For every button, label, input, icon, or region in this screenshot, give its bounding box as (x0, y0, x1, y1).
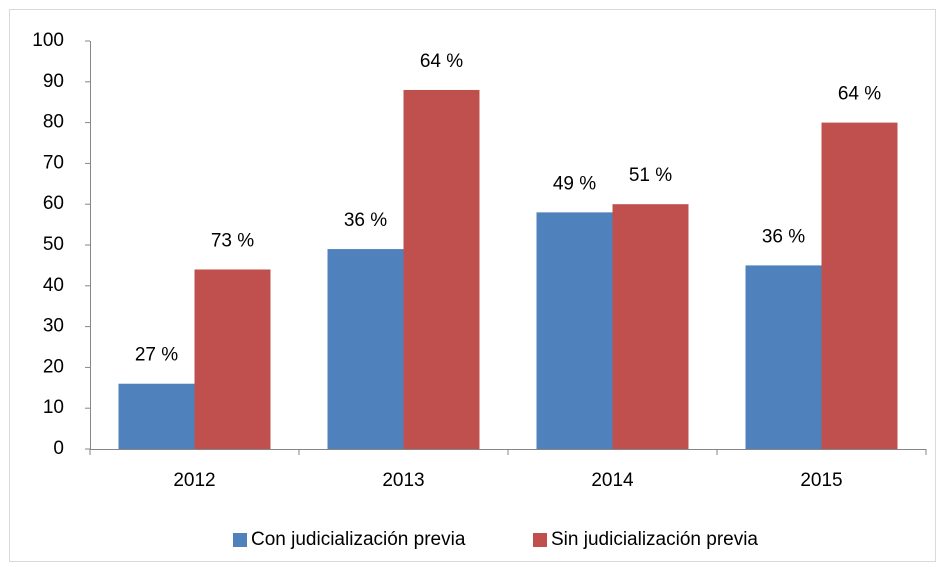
y-tick-label: 10 (43, 397, 64, 418)
bar (612, 204, 689, 449)
y-tick-label: 100 (32, 30, 64, 51)
x-tick-label: 2013 (382, 470, 424, 491)
y-tick-label: 40 (43, 275, 64, 296)
y-tick-label: 60 (43, 193, 64, 214)
bar (403, 89, 480, 450)
bar (536, 212, 613, 449)
data-label: 64 % (838, 84, 881, 105)
data-label: 36 % (762, 226, 805, 247)
bar (194, 269, 271, 449)
y-tick-label: 50 (43, 234, 64, 255)
data-label: 27 % (135, 345, 178, 366)
legend-swatch (533, 533, 547, 547)
legend-label: Con judicialización previa (251, 529, 466, 550)
y-tick-label: 20 (43, 356, 64, 377)
x-tick-label: 2012 (173, 470, 215, 491)
x-tick-label: 2014 (591, 470, 634, 491)
legend-swatch (233, 533, 247, 547)
data-label: 49 % (553, 173, 596, 194)
bar (118, 383, 195, 449)
legend-label: Sin judicialización previa (551, 529, 758, 550)
data-label: 64 % (420, 51, 463, 72)
y-tick-label: 90 (43, 71, 64, 92)
y-tick-label: 80 (43, 112, 64, 133)
x-tick-label: 2015 (800, 470, 842, 491)
data-label: 73 % (211, 230, 254, 251)
data-label: 36 % (344, 210, 387, 231)
bar (745, 265, 822, 449)
y-tick-label: 70 (43, 152, 64, 173)
y-tick-label: 0 (53, 438, 64, 459)
y-tick-label: 30 (43, 316, 64, 337)
bar (327, 249, 404, 449)
bar (821, 122, 898, 449)
data-label: 51 % (629, 165, 672, 186)
